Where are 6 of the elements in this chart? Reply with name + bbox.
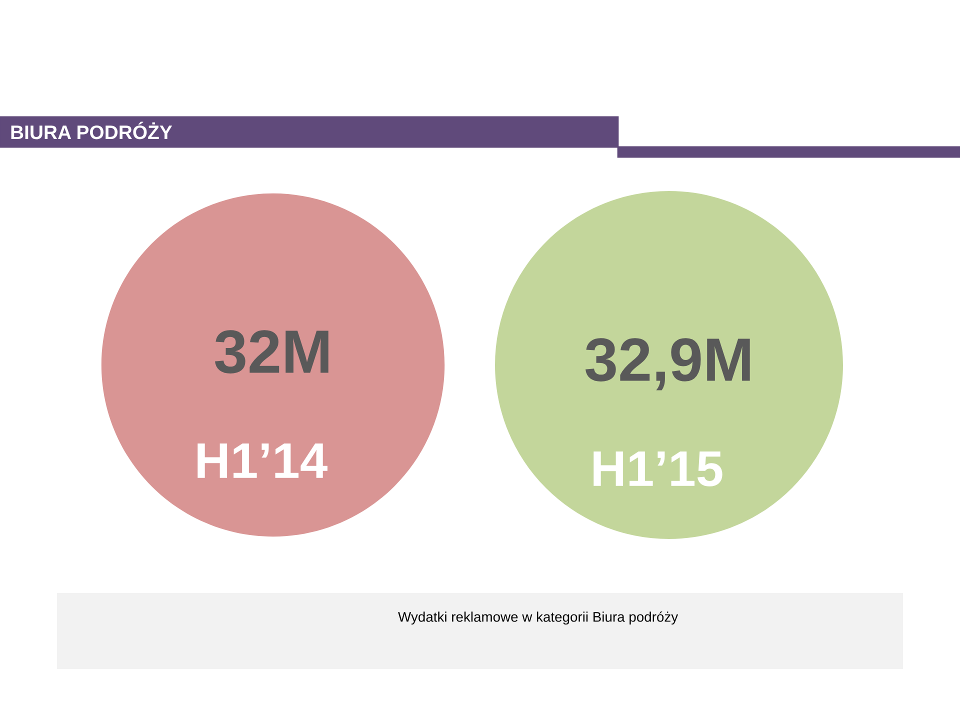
data-label: 32M [214, 330, 328, 374]
text: Wydatki reklamowe w kategorii Biura podróży [398, 611, 678, 625]
category-label: H1’14 [198, 444, 328, 478]
data-label: 32,9M [585, 338, 750, 390]
text: BIURA PODRÓŻY [11, 122, 172, 140]
category-label: H1’15 [594, 452, 722, 486]
